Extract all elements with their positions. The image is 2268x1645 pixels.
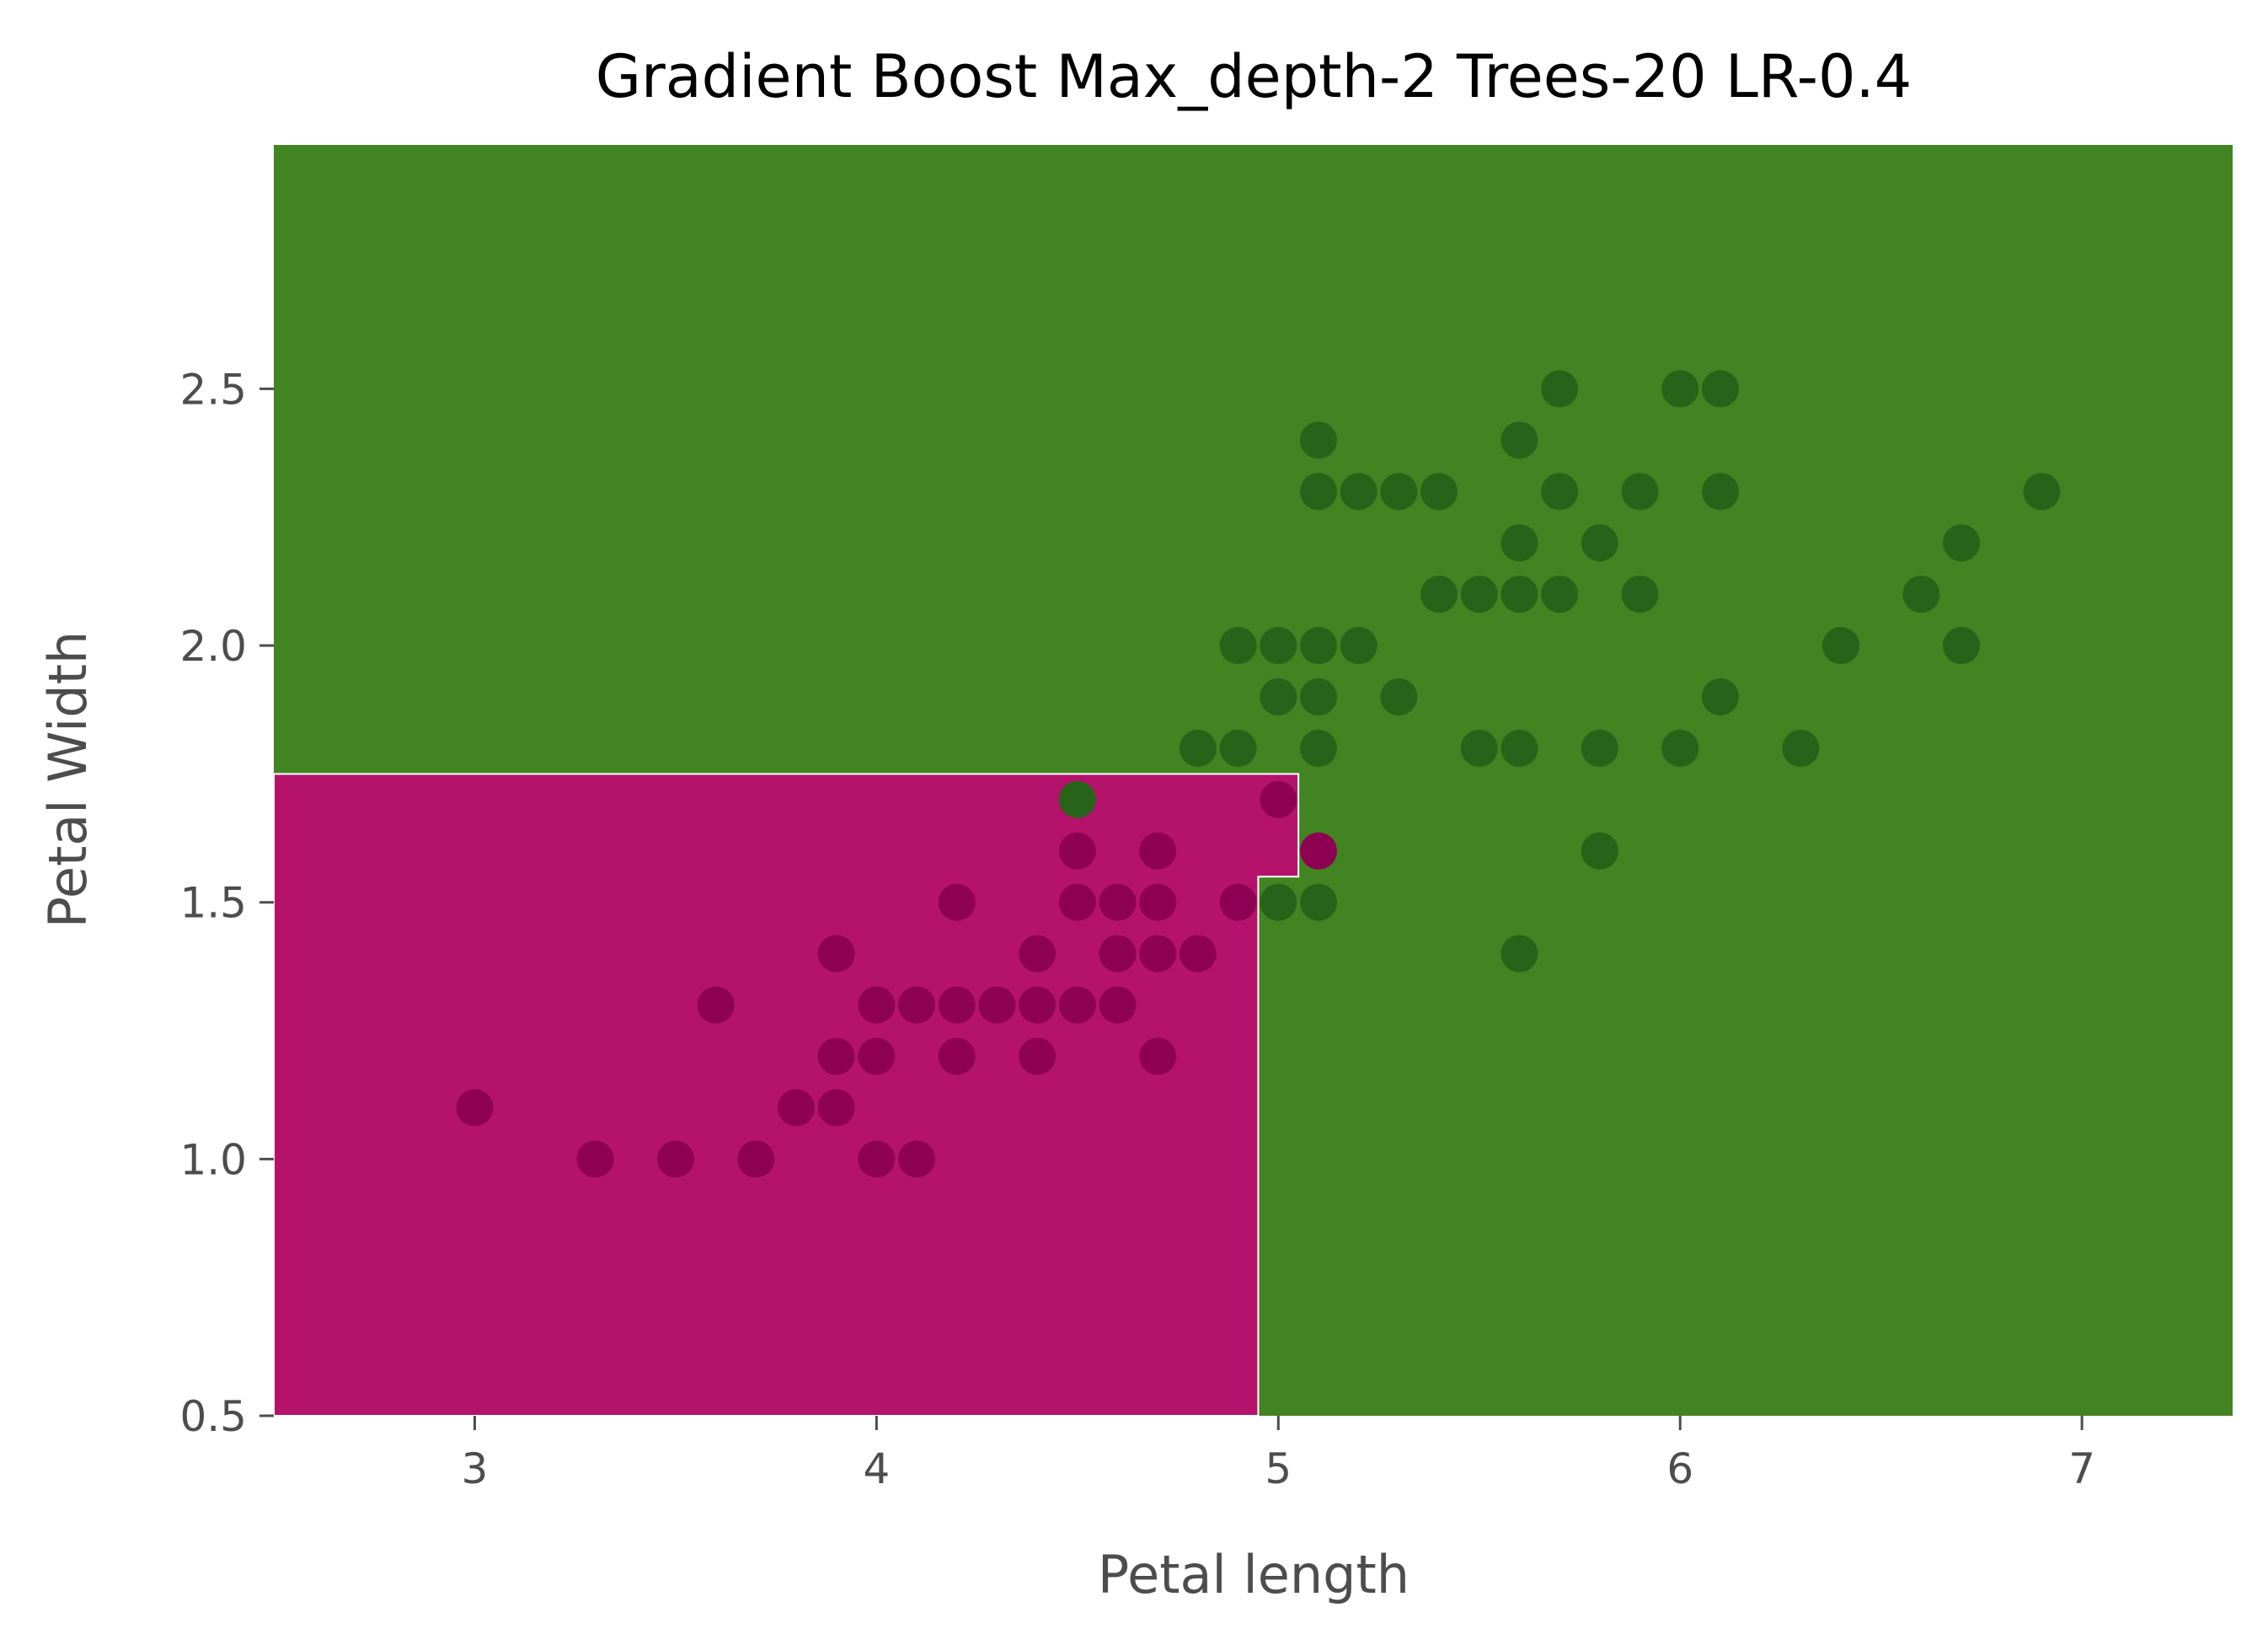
x-axis-label: Petal length [1098,1544,1409,1605]
data-point-versicolor [898,986,936,1024]
data-point-versicolor [817,935,855,973]
data-point-virginica [1661,370,1699,408]
data-point-virginica [1460,729,1498,767]
data-point-virginica [1219,627,1257,665]
data-point-virginica [1300,883,1337,921]
data-point-versicolor [938,986,976,1024]
data-point-versicolor [1058,832,1096,870]
data-point-versicolor [1099,935,1137,973]
data-point-versicolor [1058,883,1096,921]
data-point-versicolor [697,986,735,1024]
data-point-versicolor [656,1140,694,1178]
data-point-versicolor [1139,1037,1177,1075]
data-point-virginica [1541,473,1579,511]
data-point-versicolor [1300,832,1337,870]
data-point-versicolor [737,1140,775,1178]
data-point-virginica [1340,473,1377,511]
y-axis-ticks: 0.5 1.0 1.5 2.0 2.5 [179,365,274,1441]
data-point-versicolor [1139,883,1177,921]
data-point-virginica [1260,627,1297,665]
data-point-virginica [1380,473,1418,511]
data-point-versicolor [938,883,976,921]
y-tick-label: 2.5 [179,365,247,414]
data-point-virginica [1902,576,1940,614]
x-axis-ticks: 3 4 5 6 7 [462,1416,2095,1493]
data-point-versicolor [1019,935,1056,973]
data-point-versicolor [1179,935,1217,973]
y-tick-label: 2.0 [179,622,247,671]
data-point-virginica [1300,627,1337,665]
x-tick-label: 5 [1265,1444,1292,1493]
y-tick-label: 1.0 [179,1135,247,1184]
x-tick-label: 4 [863,1444,890,1493]
data-point-versicolor [817,1089,855,1127]
data-point-versicolor [1139,935,1177,973]
data-point-versicolor [1260,780,1297,818]
x-tick-label: 3 [462,1444,489,1493]
data-point-virginica [1460,576,1498,614]
data-point-versicolor [938,1037,976,1075]
plot-area [273,145,2233,1417]
x-tick-label: 7 [2068,1444,2095,1493]
data-point-virginica [1420,473,1458,511]
data-point-versicolor [1219,883,1257,921]
data-point-versicolor [1099,883,1137,921]
data-point-virginica [1260,883,1297,921]
data-point-virginica [1943,524,1981,562]
data-point-virginica [1500,576,1538,614]
data-point-virginica [1621,473,1659,511]
data-point-virginica [1179,729,1217,767]
data-point-versicolor [858,1037,896,1075]
data-point-versicolor [1058,986,1096,1024]
data-point-virginica [1420,576,1458,614]
data-point-virginica [1340,627,1377,665]
data-point-virginica [1300,729,1337,767]
data-point-virginica [1260,678,1297,715]
data-point-virginica [1300,473,1337,511]
data-point-virginica [1541,370,1579,408]
data-point-virginica [1500,729,1538,767]
data-point-virginica [1058,780,1096,818]
data-point-versicolor [817,1037,855,1075]
data-point-virginica [2023,473,2061,511]
data-point-virginica [1581,729,1618,767]
data-point-virginica [1822,627,1859,665]
data-point-virginica [1621,576,1659,614]
y-tick-label: 0.5 [179,1392,247,1441]
data-point-virginica [1701,473,1739,511]
data-point-virginica [1943,627,1981,665]
data-point-virginica [1581,524,1618,562]
data-point-virginica [1300,678,1337,715]
data-point-versicolor [898,1140,936,1178]
data-point-versicolor [858,986,896,1024]
data-point-versicolor [1019,1037,1056,1075]
y-axis-label: Petal Width [37,631,99,929]
data-point-versicolor [576,1140,614,1178]
y-tick-label: 1.5 [179,879,247,928]
data-point-virginica [1500,524,1538,562]
data-point-virginica [1701,370,1739,408]
chart-title: Gradient Boost Max_depth-2 Trees-20 LR-0… [596,42,1912,111]
data-point-versicolor [456,1089,494,1127]
data-point-virginica [1782,729,1820,767]
data-point-versicolor [778,1089,815,1127]
data-point-virginica [1380,678,1418,715]
data-point-virginica [1500,935,1538,973]
data-point-versicolor [1139,832,1177,870]
data-point-versicolor [858,1140,896,1178]
data-point-virginica [1300,421,1337,459]
data-point-virginica [1541,576,1579,614]
data-point-virginica [1661,729,1699,767]
scatter-points [456,370,2061,1178]
data-point-virginica [1581,832,1618,870]
data-point-versicolor [1099,986,1137,1024]
x-tick-label: 6 [1666,1444,1693,1493]
data-point-versicolor [978,986,1016,1024]
data-point-virginica [1500,421,1538,459]
data-point-virginica [1701,678,1739,715]
data-point-versicolor [1019,986,1056,1024]
data-point-virginica [1219,729,1257,767]
